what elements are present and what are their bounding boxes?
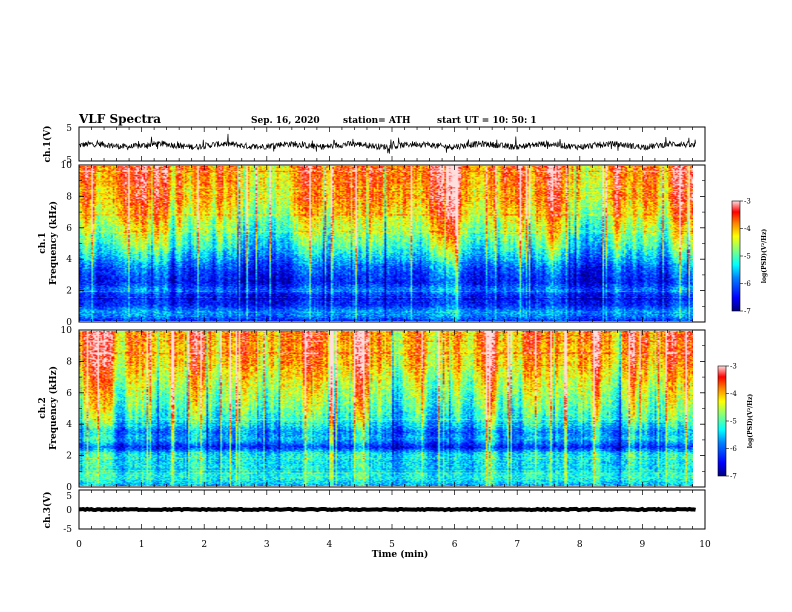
station-label: station= ATH xyxy=(343,116,411,126)
ch3-ytick-mid: 0 xyxy=(66,506,72,516)
time-tick-label: 4 xyxy=(327,540,333,550)
time-tick-label: 8 xyxy=(577,540,583,550)
ch3-ytick-top: 5 xyxy=(66,492,72,502)
freq-tick-label: 0 xyxy=(66,318,72,328)
time-tick-label: 10 xyxy=(699,540,711,550)
ch1-colorbar xyxy=(731,200,741,312)
colorbar-tick-label: -3 xyxy=(744,198,751,206)
time-tick-label: 7 xyxy=(514,540,520,550)
freq-tick-label: 2 xyxy=(66,452,72,462)
ch2-frequency-ticks: 0 2 4 6 8 10 xyxy=(61,326,705,493)
ch1-colorbar-ticks: -3 -4 -5 -6 -7 xyxy=(740,198,751,316)
time-tick-label: 0 xyxy=(76,540,82,550)
time-tick-label: 2 xyxy=(201,540,207,550)
ch3-ylabel: ch.3(V) xyxy=(42,492,53,529)
ch1-waveform-line xyxy=(78,133,696,154)
ch1-spec-ylabel-line2: Frequency (kHz) xyxy=(48,201,59,285)
ch2-spectrogram-image xyxy=(79,331,693,486)
freq-tick-label: 6 xyxy=(66,224,72,234)
time-axis-label: Time (min) xyxy=(372,549,429,560)
ch2-spec-ylabel-line1: ch.2 xyxy=(38,397,48,418)
colorbar-tick-label: -3 xyxy=(730,363,737,371)
ch1-waveform-panel: 5 -5 ch.1(V) xyxy=(42,124,706,166)
time-tick-label: 6 xyxy=(452,540,458,550)
colorbar-tick-label: -4 xyxy=(730,390,737,398)
time-tick-label: 3 xyxy=(264,540,270,550)
ch1-frequency-ticks: 0 2 4 6 8 10 xyxy=(61,161,705,328)
figure-title: VLF Spectra xyxy=(78,112,161,126)
freq-tick-label: 4 xyxy=(66,255,72,265)
colorbar-tick-label: -5 xyxy=(730,418,737,426)
freq-tick-label: 6 xyxy=(66,389,72,399)
time-axis-tick-labels: 0 1 2 3 4 5 6 7 8 9 10 xyxy=(76,540,711,550)
freq-tick-label: 2 xyxy=(66,287,72,297)
ch3-waveform-panel: 5 0 -5 ch.3(V) xyxy=(42,489,706,535)
freq-tick-label: 8 xyxy=(66,192,72,202)
freq-tick-label: 0 xyxy=(66,483,72,493)
freq-tick-label: 10 xyxy=(61,326,73,336)
time-tick-label: 5 xyxy=(389,540,395,550)
ch1-time-ticks xyxy=(78,127,706,161)
ch1-spectrogram-image xyxy=(79,166,693,321)
colorbar-tick-label: -6 xyxy=(730,445,737,453)
ch1-spec-ylabel-line1: ch.1 xyxy=(38,232,48,253)
time-tick-label: 1 xyxy=(139,540,145,550)
ch3-ytick-bottom: -5 xyxy=(63,525,72,535)
ch1-colorbar-label: log(PSD)(V²/Hz) xyxy=(761,229,768,284)
ch1-ytick-bottom: -5 xyxy=(63,156,72,166)
date-label: Sep. 16, 2020 xyxy=(251,116,320,126)
ch1-spec-time-ticks xyxy=(78,165,706,322)
start-time-label: start UT = 10: 50: 1 xyxy=(437,116,537,126)
freq-tick-label: 10 xyxy=(61,161,73,171)
ch1-ytick-top: 5 xyxy=(66,124,72,134)
colorbar-tick-label: -7 xyxy=(730,473,737,481)
ch2-colorbar-label: log(PSD)(V²/Hz) xyxy=(747,394,754,449)
ch1-ylabel: ch.1(V) xyxy=(42,126,53,163)
ch2-spec-ylabel-line2: Frequency (kHz) xyxy=(48,366,59,450)
colorbar-tick-label: -5 xyxy=(744,253,751,261)
ch3-time-ticks xyxy=(78,490,706,529)
freq-tick-label: 4 xyxy=(66,420,72,430)
colorbar-tick-label: -4 xyxy=(744,225,751,233)
ch2-colorbar-ticks: -3 -4 -5 -6 -7 xyxy=(726,363,737,481)
freq-tick-label: 8 xyxy=(66,357,72,367)
ch3-waveform-line xyxy=(78,506,696,513)
ch2-spec-time-ticks xyxy=(78,330,706,487)
colorbar-tick-label: -6 xyxy=(744,280,751,288)
colorbar-tick-label: -7 xyxy=(744,308,751,316)
ch2-colorbar xyxy=(717,365,727,477)
time-tick-label: 9 xyxy=(640,540,646,550)
